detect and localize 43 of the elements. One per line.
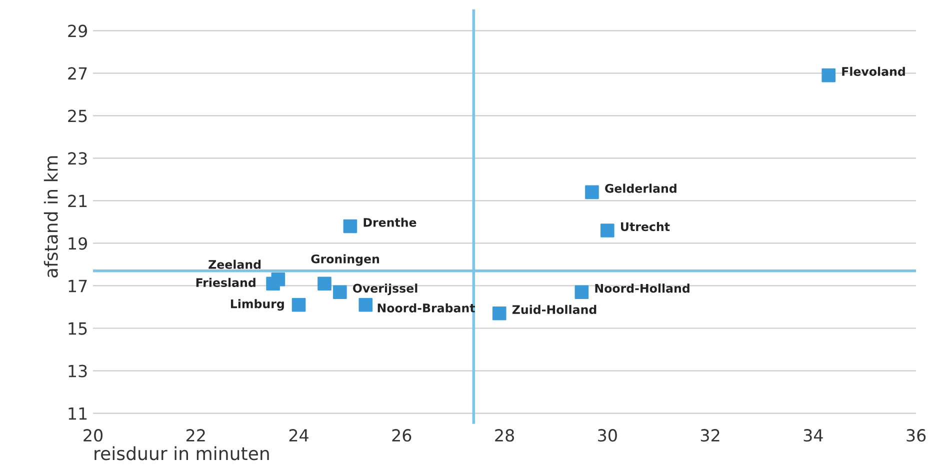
annotation: Noord-Holland [595, 284, 690, 293]
annotation: Friesland [196, 278, 256, 288]
annotation: Zeeland [208, 260, 261, 269]
annotation: Utrecht [620, 222, 670, 232]
x-tick-label: 32 [700, 429, 720, 442]
point [292, 298, 306, 312]
point [266, 276, 280, 291]
point [585, 185, 599, 200]
x-tick-label: 26 [392, 429, 412, 442]
point [492, 306, 506, 320]
point [358, 298, 373, 312]
annotation: Drenthe [364, 218, 416, 227]
point [318, 276, 332, 291]
annotation: Gelderland [605, 184, 676, 193]
point [343, 219, 358, 234]
y-tick-label: 19 [68, 237, 87, 250]
annotation: Overijssel [353, 284, 418, 296]
annotation: Groningen [311, 254, 380, 266]
x-tick-label: 30 [598, 429, 617, 442]
x-tick-label: 20 [84, 429, 102, 442]
point [600, 224, 614, 238]
point [333, 285, 347, 300]
y-tick-label: 27 [68, 67, 87, 80]
x-tick-label: 28 [495, 429, 514, 442]
y-axis-title: afstand in km [44, 156, 58, 278]
point [574, 285, 589, 300]
annotation: Zuid-Holland [512, 304, 596, 314]
annotation: Flevoland [842, 66, 905, 76]
x-tick-label: 36 [906, 429, 926, 442]
y-tick-label: 17 [68, 280, 87, 292]
x-tick-label: 34 [804, 429, 823, 442]
y-tick-label: 25 [68, 110, 87, 122]
x-axis-title: reisduur in minuten [94, 446, 269, 460]
x-tick-label: 24 [289, 429, 308, 442]
y-tick-label: 11 [68, 407, 87, 420]
point [822, 68, 836, 82]
annotation: Limburg [230, 299, 284, 311]
y-tick-label: 29 [68, 24, 87, 38]
y-tick-label: 21 [68, 194, 87, 208]
y-tick-label: 15 [68, 322, 87, 335]
x-tick-label: 22 [186, 429, 205, 442]
y-tick-label: 23 [68, 152, 87, 165]
y-tick-label: 13 [68, 364, 87, 378]
